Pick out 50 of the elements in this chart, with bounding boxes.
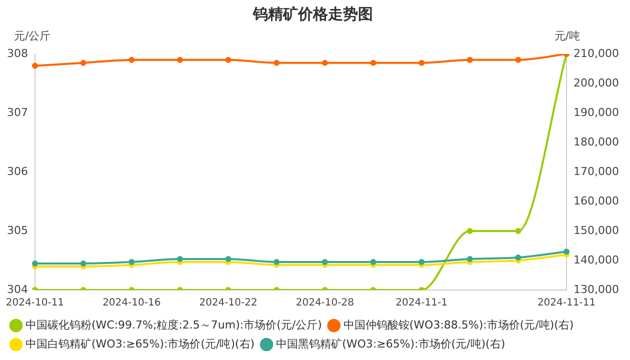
x-tick-label: 2024-11-1 bbox=[396, 298, 448, 309]
chart-title: 钨精矿价格走势图 bbox=[252, 4, 373, 23]
y2-tick-label: 180,000 bbox=[574, 135, 620, 148]
y2-tick-label: 190,000 bbox=[574, 106, 620, 119]
y2-tick-label: 150,000 bbox=[574, 224, 620, 237]
point bbox=[176, 256, 183, 262]
y2-tick-label: 140,000 bbox=[574, 253, 620, 266]
point bbox=[225, 56, 232, 63]
point bbox=[466, 256, 473, 262]
y2-tick-label: 130,000 bbox=[574, 282, 620, 296]
legend-label: 中国白钨精矿(WO3:≥65%):市场价(元/吨)(右) bbox=[26, 337, 255, 350]
y-tick-label: 307 bbox=[6, 106, 28, 119]
point bbox=[515, 254, 522, 261]
point bbox=[32, 62, 38, 69]
point bbox=[225, 256, 232, 262]
point bbox=[322, 258, 328, 265]
point bbox=[564, 248, 570, 255]
y-tick-label: 306 bbox=[6, 164, 28, 178]
y-axis-title: 元/公斤 bbox=[14, 29, 51, 42]
point bbox=[176, 56, 183, 63]
y2-tick-label: 210,000 bbox=[574, 46, 620, 60]
x-tick-label: 2024-10-22 bbox=[199, 298, 258, 309]
point bbox=[370, 60, 376, 66]
point bbox=[80, 60, 86, 66]
point bbox=[80, 260, 86, 266]
legend-label: 中国黑钨精矿(WO3:≥65%):市场价(元/吨)(右) bbox=[276, 337, 506, 350]
point bbox=[515, 56, 522, 63]
y-tick-label: 308 bbox=[6, 46, 28, 60]
point bbox=[466, 56, 473, 63]
point bbox=[418, 258, 425, 265]
point bbox=[370, 258, 376, 265]
point bbox=[274, 60, 280, 66]
y2-axis-title: 元/吨 bbox=[554, 29, 580, 42]
point bbox=[32, 260, 38, 266]
point bbox=[128, 258, 135, 265]
x-tick-label: 2024-10-28 bbox=[296, 298, 354, 309]
point bbox=[128, 56, 135, 63]
x-tick-label: 2024-11-11 bbox=[537, 298, 596, 309]
y2-tick-label: 160,000 bbox=[574, 194, 620, 208]
legend-label: 中国仲钨酸铵(WO3:88.5%):市场价(元/吨)(右) bbox=[343, 318, 574, 332]
x-tick-label: 2024-10-16 bbox=[102, 298, 161, 309]
y-tick-label: 305 bbox=[6, 224, 28, 237]
point bbox=[322, 60, 328, 66]
x-tick-label: 2024-10-11 bbox=[6, 298, 64, 309]
y2-tick-label: 200,000 bbox=[574, 76, 620, 90]
point bbox=[274, 258, 280, 265]
y-tick-label: 304 bbox=[6, 282, 28, 296]
legend-label: 中国碳化钨粉(WC:99.7%;粒度:2.5～7um):市场价(元/公斤) bbox=[26, 318, 322, 332]
point bbox=[418, 60, 425, 66]
y2-tick-label: 170,000 bbox=[574, 164, 620, 178]
